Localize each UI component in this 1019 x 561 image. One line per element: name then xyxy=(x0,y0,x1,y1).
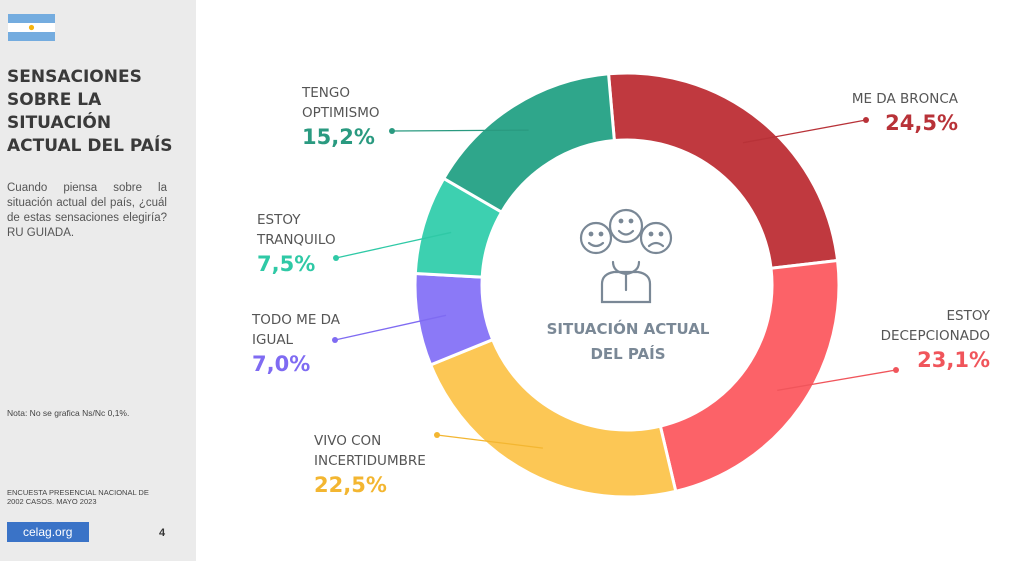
donut-slice xyxy=(606,71,840,270)
leader-dot xyxy=(893,367,899,373)
survey-line: ENCUESTA PRESENCIAL NACIONAL DE xyxy=(7,488,149,497)
leader-line xyxy=(436,434,543,449)
leader-line xyxy=(334,314,447,341)
donut-slice xyxy=(441,72,616,215)
slice-label: IGUAL xyxy=(252,332,294,348)
slice-label: OPTIMISMO xyxy=(302,105,379,121)
slice-label: ESTOY xyxy=(947,308,991,324)
slice-value-label: 15,2% xyxy=(302,125,375,149)
survey-question: Cuando piensa sobre la situación actual … xyxy=(7,182,167,239)
leader-line xyxy=(777,369,897,391)
chart-center: SITUACIÓN ACTUAL DEL PAÍS xyxy=(547,208,710,363)
slice-value-label: 23,1% xyxy=(917,348,990,372)
center-label-line-2: DEL PAÍS xyxy=(590,344,665,363)
survey-line: 2002 CASOS. MAYO 2023 xyxy=(7,497,97,506)
slice-value-label: 22,5% xyxy=(314,473,387,497)
title-line: SITUACIÓN xyxy=(7,113,112,133)
slice-label: ME DA BRONCA xyxy=(852,91,959,107)
leader-dot xyxy=(434,432,440,438)
slice-label: ESTOY xyxy=(257,212,301,228)
leader-line xyxy=(742,119,867,144)
slice-value-label: 24,5% xyxy=(885,111,958,135)
slice-label: INCERTIDUMBRE xyxy=(314,453,426,469)
page-number: 4 xyxy=(159,527,166,539)
title-line: SENSACIONES xyxy=(7,67,142,87)
donut-slice xyxy=(658,258,841,494)
leader-dot xyxy=(863,117,869,123)
slice-label: TODO ME DA xyxy=(251,312,341,328)
title-line: SOBRE LA xyxy=(7,90,102,110)
footnote: Nota: No se grafica Ns/Nc 0,1%. xyxy=(7,408,130,418)
celag-logo: celag.org xyxy=(7,522,89,542)
slice-value-label: 7,5% xyxy=(257,252,315,276)
people-emotions-icon xyxy=(579,208,673,304)
survey-info: ENCUESTA PRESENCIAL NACIONAL DE 2002 CAS… xyxy=(7,488,177,506)
argentina-flag-icon xyxy=(8,14,55,41)
leader-dot xyxy=(332,337,338,343)
slice-label: TENGO xyxy=(301,85,350,101)
sidebar: SENSACIONES SOBRE LA SITUACIÓN ACTUAL DE… xyxy=(0,0,196,561)
slice-label: VIVO CON xyxy=(314,433,381,449)
title-line: ACTUAL DEL PAÍS xyxy=(7,136,173,156)
leader-dot xyxy=(333,255,339,261)
leader-line xyxy=(391,129,529,132)
slice-label: TRANQUILO xyxy=(256,232,336,248)
leader-line xyxy=(335,231,452,259)
donut-slice xyxy=(428,337,678,499)
leader-dot xyxy=(389,128,395,134)
slices-group xyxy=(413,71,841,499)
slice-label: DECEPCIONADO xyxy=(881,328,990,344)
center-label-line-1: SITUACIÓN ACTUAL xyxy=(547,319,710,338)
slice-value-label: 7,0% xyxy=(252,352,310,376)
labels-group: ME DA BRONCA 24,5% ESTOY DECEPCIONADO 23,1% V… xyxy=(251,85,991,497)
page-title: SENSACIONES SOBRE LA SITUACIÓN ACTUAL DE… xyxy=(7,66,187,158)
